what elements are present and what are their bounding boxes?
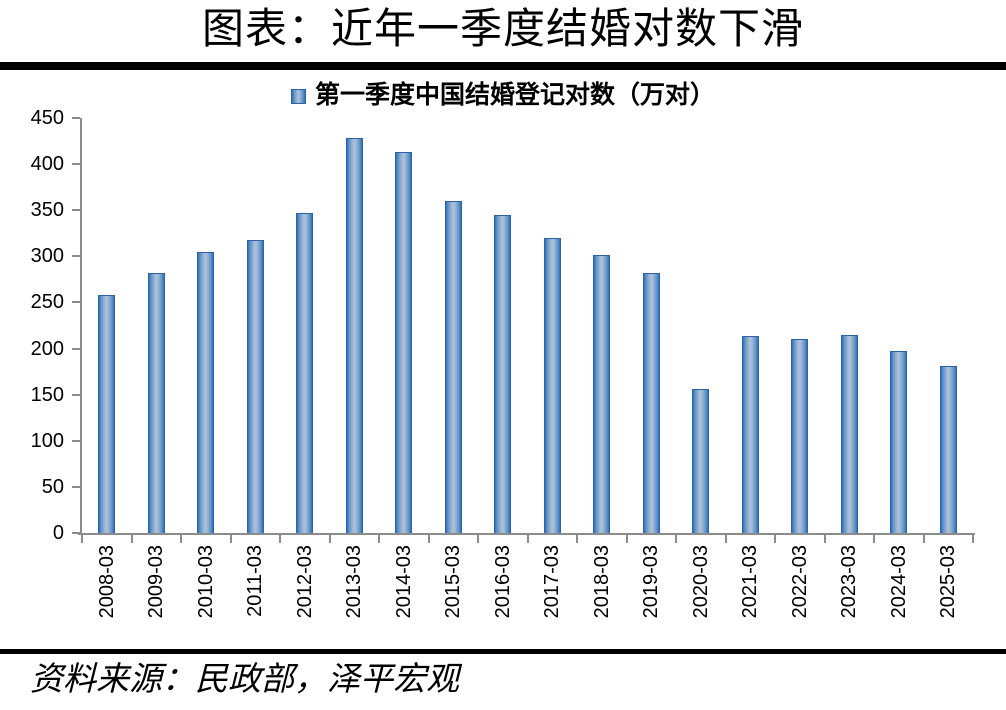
bar-2009-03: [147, 272, 165, 533]
x-tick-label: 2023-03: [838, 545, 861, 619]
x-tick-label: 2021-03: [739, 545, 762, 619]
y-axis-tick: [72, 117, 80, 119]
bar-2024-03: [890, 351, 908, 533]
y-tick-label: 350: [30, 199, 64, 222]
bar-2014-03: [395, 152, 413, 533]
x-axis-tick: [477, 535, 479, 543]
x-tick-label: 2014-03: [392, 545, 415, 619]
page-title: 图表：近年一季度结婚对数下滑: [201, 7, 804, 53]
x-axis-tick: [378, 535, 380, 543]
bar-2016-03: [494, 215, 512, 533]
y-axis-tick: [72, 255, 80, 258]
bar-2018-03: [593, 254, 611, 533]
legend-marker-icon: [290, 88, 306, 104]
x-tick-label: 2019-03: [640, 545, 663, 619]
x-tick-label: 2025-03: [937, 545, 960, 619]
bar-2025-03: [939, 366, 957, 533]
y-axis-tick: [72, 209, 80, 212]
x-tick-label: 2009-03: [145, 545, 168, 619]
bar-2010-03: [197, 251, 215, 533]
y-axis-tick: [72, 393, 80, 396]
bar-2023-03: [840, 335, 858, 533]
y-tick-label: 0: [52, 522, 64, 544]
x-tick-label: 2010-03: [194, 545, 217, 619]
x-axis-tick: [724, 535, 727, 543]
x-tick-label: 2024-03: [887, 545, 910, 619]
y-axis-tick: [72, 301, 80, 304]
x-tick-label: 2016-03: [491, 545, 514, 619]
y-tick-label: 150: [30, 383, 64, 406]
source-note: 资料来源：民政部，泽平宏观: [30, 662, 459, 698]
y-tick-label: 100: [30, 429, 64, 452]
x-axis-tick: [576, 535, 578, 543]
bar-2008-03: [98, 295, 116, 533]
legend: 第一季度中国结婚登记对数（万对）: [0, 82, 1006, 110]
x-tick-label: 2008-03: [95, 545, 118, 619]
x-axis-tick: [922, 535, 925, 543]
x-axis-tick: [180, 535, 182, 543]
x-axis-line: [78, 533, 975, 535]
x-axis-tick: [279, 535, 281, 543]
bar-2019-03: [642, 273, 660, 533]
plot-area: [72, 117, 975, 543]
y-axis-line: [80, 118, 82, 535]
y-axis-tick: [72, 163, 80, 166]
bar-2012-03: [296, 213, 314, 533]
bar-2017-03: [543, 238, 561, 533]
x-axis-labels: 2008-03 2009-03 2010-03 2011-03 2012-03 2013-…: [82, 541, 973, 641]
x-axis-tick: [972, 535, 974, 543]
y-tick-label: 450: [30, 107, 64, 129]
y-axis-tick: [72, 439, 80, 442]
x-axis-tick: [823, 535, 826, 543]
top-divider: [0, 62, 1006, 70]
x-axis-tick: [130, 535, 133, 543]
bar-2021-03: [741, 336, 759, 533]
y-axis-labels: 0 50 100 150 200 250 300 350 400 450: [0, 107, 64, 544]
bar-2013-03: [345, 138, 363, 533]
legend-label: 第一季度中国结婚登记对数（万对）: [314, 82, 715, 109]
bar-2020-03: [692, 389, 710, 533]
x-axis-tick: [81, 535, 83, 543]
x-axis-tick: [675, 535, 677, 543]
x-axis-tick: [328, 535, 331, 543]
x-tick-label: 2013-03: [343, 545, 366, 619]
x-tick-label: 2020-03: [689, 545, 712, 619]
y-tick-label: 200: [30, 337, 64, 360]
x-tick-label: 2017-03: [541, 545, 564, 619]
x-axis-tick: [427, 535, 430, 543]
x-tick-label: 2011-03: [244, 545, 267, 617]
x-tick-label: 2022-03: [788, 545, 811, 619]
bar-2022-03: [791, 338, 809, 533]
y-axis-tick: [72, 347, 80, 350]
bottom-divider: [0, 649, 1006, 654]
bar-2011-03: [246, 240, 264, 533]
x-axis-tick: [625, 535, 628, 543]
y-tick-label: 400: [30, 153, 64, 176]
y-tick-label: 300: [30, 245, 64, 268]
bar-2015-03: [444, 201, 462, 533]
y-axis-tick: [72, 532, 80, 534]
x-axis-tick: [229, 535, 232, 543]
x-axis-tick: [774, 535, 776, 543]
x-axis-tick: [873, 535, 875, 543]
x-axis-tick: [526, 535, 529, 543]
y-axis-tick: [72, 485, 80, 488]
y-tick-label: 50: [41, 475, 64, 498]
x-tick-label: 2018-03: [590, 545, 613, 619]
y-tick-label: 250: [30, 291, 64, 314]
x-tick-label: 2015-03: [442, 545, 465, 619]
x-tick-label: 2012-03: [293, 545, 316, 619]
